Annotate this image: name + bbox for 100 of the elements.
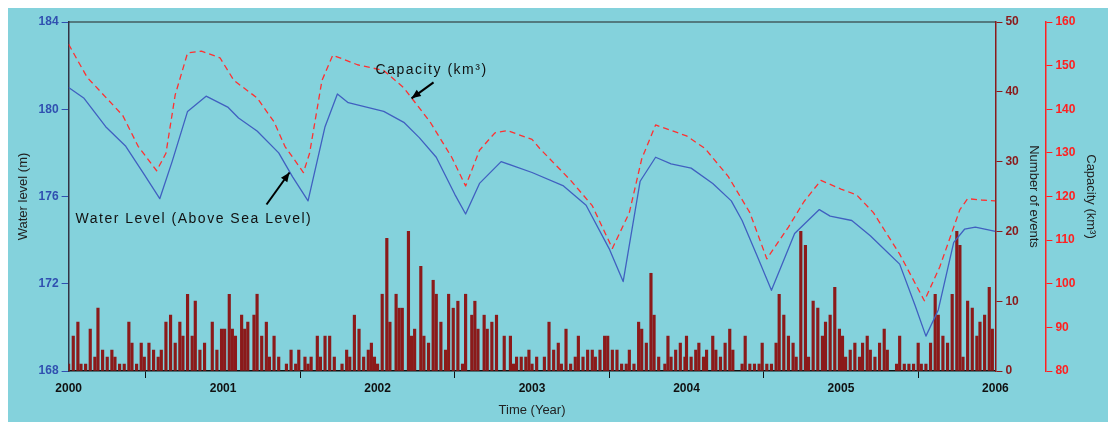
bar <box>777 293 781 371</box>
bar <box>168 314 173 371</box>
bar <box>385 238 389 371</box>
bar <box>426 342 431 371</box>
y3-tick-label: 40 <box>1005 84 1020 99</box>
x-tick-label: 2005 <box>827 380 855 395</box>
bar <box>447 293 451 371</box>
bar <box>255 293 259 371</box>
x-axis-title: Time (Year) <box>498 401 566 417</box>
bar <box>861 342 865 371</box>
bar <box>272 335 276 371</box>
bar <box>547 321 551 371</box>
bar <box>139 342 143 371</box>
bar <box>987 286 991 371</box>
y2-tick-label: 140 <box>1055 101 1076 116</box>
bar <box>743 335 747 371</box>
bar <box>246 321 250 371</box>
bar <box>394 293 398 371</box>
y2-tick-label: 120 <box>1055 188 1076 203</box>
bar <box>264 321 268 371</box>
y3-tick-label: 30 <box>1005 153 1020 168</box>
y-tick-label: 168 <box>38 363 59 378</box>
bar <box>911 363 916 371</box>
bar <box>127 321 131 371</box>
line-series <box>68 43 996 302</box>
bar <box>811 300 815 371</box>
y-tick-label: 172 <box>38 276 59 291</box>
bar <box>431 279 435 371</box>
y-tick-label: 176 <box>38 188 59 203</box>
bar <box>464 293 468 371</box>
bar <box>315 335 319 371</box>
y-tick-label: 180 <box>38 101 59 116</box>
x-tick-label: 2001 <box>209 380 237 395</box>
bar <box>564 328 568 371</box>
y2-tick-label: 100 <box>1055 276 1076 291</box>
bar <box>606 335 610 371</box>
bar <box>837 328 841 371</box>
bar <box>711 335 715 371</box>
bar <box>697 342 701 371</box>
bar <box>240 314 244 371</box>
y2-tick-label: 160 <box>1055 14 1076 29</box>
bar <box>76 321 80 371</box>
bar <box>823 321 828 371</box>
bar <box>705 349 709 371</box>
bar <box>970 307 974 371</box>
annotation: Capacity (km³) <box>375 61 488 78</box>
bar <box>219 328 224 371</box>
x-tick-label: 2002 <box>364 380 392 395</box>
y2-tick-label: 110 <box>1055 232 1076 247</box>
bar <box>419 265 423 371</box>
y-axis-title: Water level (m) <box>15 152 31 241</box>
bar <box>490 321 494 371</box>
bar <box>786 335 791 371</box>
x-tick-label: 2006 <box>982 380 1010 395</box>
bar <box>413 328 417 371</box>
bar <box>494 314 499 371</box>
bar <box>502 335 506 371</box>
bar <box>309 356 313 371</box>
bar <box>178 321 182 371</box>
bar <box>482 314 486 371</box>
y2-tick-label: 150 <box>1055 57 1076 72</box>
bar <box>928 342 933 371</box>
bar <box>519 356 523 371</box>
bar <box>590 349 594 371</box>
bar <box>666 335 670 371</box>
bar <box>799 231 803 371</box>
x-tick-label: 2003 <box>518 380 546 395</box>
bar <box>865 335 869 371</box>
bar <box>882 328 886 371</box>
bar <box>147 342 151 371</box>
bar <box>515 356 519 371</box>
y3-tick-label: 10 <box>1005 293 1020 308</box>
y2-tick-label: 80 <box>1055 363 1070 378</box>
bar <box>933 293 937 371</box>
bar <box>223 328 227 371</box>
bar <box>185 293 190 371</box>
bar <box>202 342 207 371</box>
y3-tick-label: 50 <box>1005 14 1020 29</box>
bar <box>684 335 689 371</box>
bar <box>227 293 231 371</box>
bar <box>303 356 307 371</box>
bar <box>406 231 411 371</box>
bar <box>88 328 92 371</box>
bar <box>955 231 959 371</box>
bar <box>760 342 764 371</box>
bar <box>456 300 460 371</box>
annotation: Water Level (Above Sea Level) <box>75 209 313 226</box>
bar <box>210 321 214 371</box>
bar <box>527 349 531 371</box>
bar <box>400 307 404 371</box>
bar <box>853 342 857 371</box>
bar <box>833 286 837 371</box>
bar <box>289 349 293 371</box>
x-tick-label: 2004 <box>673 380 701 395</box>
bar <box>110 349 114 371</box>
y3-tick-label: 0 <box>1005 363 1013 378</box>
bar <box>916 342 920 371</box>
y3-tick-label: 20 <box>1005 223 1020 238</box>
bar <box>718 356 723 371</box>
y2-axis-title: Capacity (km³) <box>1083 154 1099 239</box>
